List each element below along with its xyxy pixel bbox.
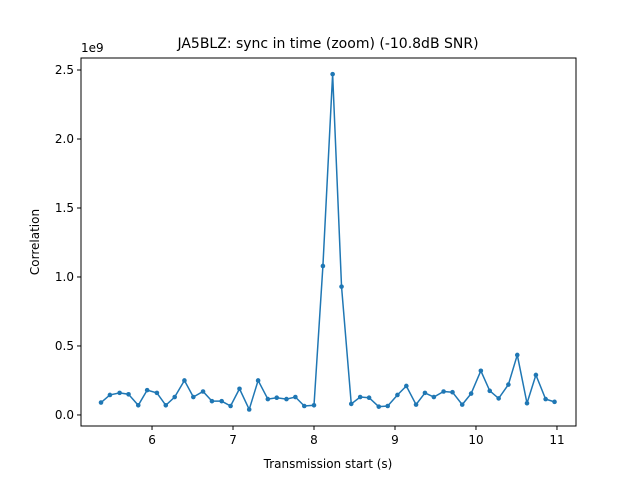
point: [478, 368, 484, 374]
point: [514, 352, 520, 358]
axes-frame: [80, 57, 577, 427]
point: [228, 403, 233, 409]
x-axis-label: Transmission start (s): [263, 457, 393, 471]
y-tick-label: 1.5: [55, 201, 74, 215]
point: [385, 403, 391, 409]
point: [524, 400, 530, 406]
point: [404, 383, 409, 389]
point: [246, 407, 252, 412]
point: [154, 390, 160, 396]
point: [191, 394, 196, 400]
x-tick-label: 8: [310, 433, 318, 447]
point: [98, 400, 104, 405]
point: [172, 394, 178, 400]
point: [376, 404, 382, 409]
point: [107, 392, 113, 398]
point: [441, 389, 446, 394]
point: [265, 396, 271, 402]
point: [255, 378, 261, 383]
point: [533, 372, 539, 378]
point: [422, 390, 428, 396]
y-tick-label: 0.0: [55, 408, 74, 422]
x-tick-label: 6: [148, 433, 156, 447]
point: [320, 263, 326, 269]
point: [200, 389, 206, 394]
y-offset-label: 1e9: [81, 41, 104, 55]
point: [330, 71, 335, 77]
point: [413, 402, 419, 407]
y-tick-label: 1.0: [55, 270, 74, 284]
y-tick-label: 2.0: [55, 132, 74, 146]
y-tick-label: 0.5: [55, 339, 74, 353]
point: [339, 284, 344, 289]
point: [209, 398, 215, 404]
point: [459, 402, 465, 407]
point: [301, 403, 307, 409]
point: [237, 386, 242, 392]
x-tick-label: 11: [549, 433, 564, 447]
x-tick-label: 10: [468, 433, 483, 447]
point: [357, 394, 363, 400]
y-axis-label: Correlation: [28, 209, 42, 275]
x-tick-label: 9: [391, 433, 399, 447]
point: [468, 391, 474, 396]
point: [144, 387, 150, 393]
point: [284, 396, 289, 402]
point: [274, 395, 280, 401]
point: [395, 392, 400, 398]
point: [182, 378, 187, 383]
point: [450, 389, 455, 395]
point: [135, 403, 141, 408]
x-tick-label: 7: [229, 433, 237, 447]
line: [100, 74, 555, 412]
point: [163, 403, 169, 408]
point: [126, 391, 131, 397]
chart-title: JA5BLZ: sync in time (zoom) (-10.8dB SNR…: [176, 36, 478, 52]
point: [552, 399, 557, 405]
point: [311, 403, 317, 408]
point: [543, 396, 548, 402]
point: [117, 390, 122, 396]
point: [348, 401, 354, 407]
point: [293, 394, 298, 400]
point: [496, 396, 501, 401]
point: [219, 398, 224, 404]
point: [431, 394, 437, 400]
y-tick-label: 2.5: [55, 63, 74, 77]
point: [487, 388, 493, 394]
point: [506, 382, 511, 387]
point: [366, 395, 372, 401]
